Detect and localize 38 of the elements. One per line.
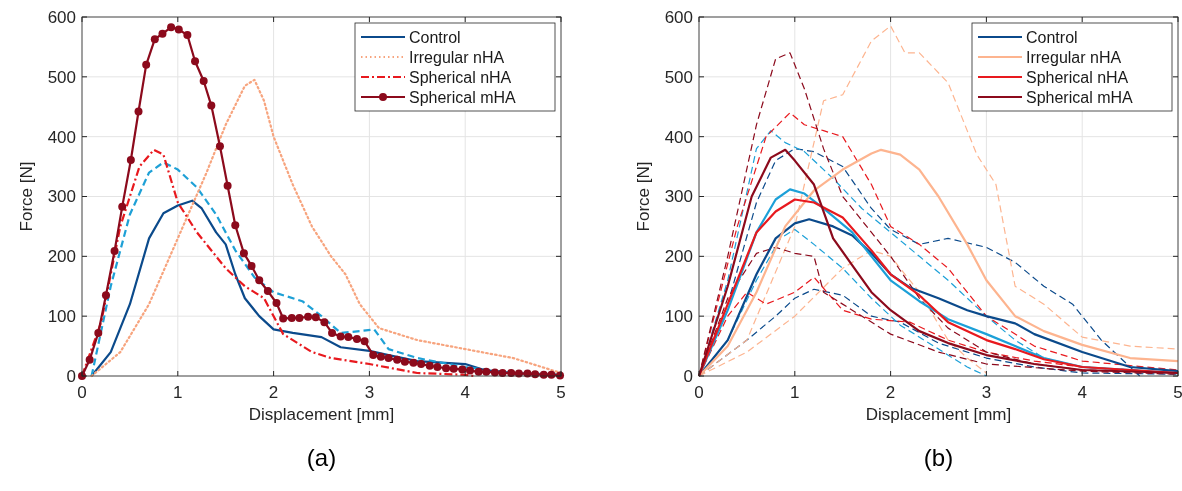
x-tick-label: 2	[885, 383, 896, 402]
legend-label: Irregular nHA	[1026, 48, 1122, 66]
y-tick-label: 400	[47, 127, 76, 147]
y-tick-label: 200	[47, 247, 76, 267]
x-tick-label: 2	[268, 383, 279, 402]
x-tick-label: 3	[981, 383, 992, 402]
legend-label: Control	[1026, 28, 1078, 46]
x-tick-label: 4	[460, 383, 470, 402]
x-axis-title: Displacement [mm]	[865, 405, 1012, 424]
y-tick-label: 500	[664, 67, 693, 87]
y-tick-label: 100	[664, 307, 693, 327]
x-tick-label: 3	[364, 383, 375, 402]
x-tick-label: 1	[790, 383, 800, 402]
text: (a)	[306, 444, 337, 471]
legend-label: Irregular nHA	[409, 48, 505, 66]
y-tick-label: 0	[683, 366, 693, 386]
x-tick-label: 5	[1173, 383, 1182, 402]
legend-label: Spherical mHA	[409, 88, 517, 106]
legend-label: Spherical nHA	[409, 68, 512, 86]
y-tick-label: 300	[664, 187, 693, 207]
legend-label: Spherical mHA	[1026, 88, 1134, 106]
x-tick-label: 1	[173, 383, 183, 402]
y-axis-title: Force [N]	[17, 161, 36, 232]
x-tick-label: 5	[556, 383, 566, 402]
y-tick-label: 200	[664, 247, 693, 267]
y-tick-label: 500	[47, 67, 76, 87]
legend-label: Control	[409, 28, 461, 46]
y-tick-label: 0	[66, 366, 76, 386]
y-tick-label: 300	[47, 187, 76, 207]
y-tick-label: 400	[664, 127, 693, 147]
x-tick-label: 4	[1077, 383, 1087, 402]
y-tick-label: 100	[47, 307, 76, 327]
y-axis-title: Force [N]	[634, 161, 653, 232]
text: (b)	[923, 444, 954, 471]
y-tick-label: 600	[664, 7, 693, 27]
x-axis-title: Displacement [mm]	[248, 405, 395, 424]
y-tick-label: 600	[47, 7, 76, 27]
legend-label: Spherical nHA	[1026, 68, 1129, 86]
